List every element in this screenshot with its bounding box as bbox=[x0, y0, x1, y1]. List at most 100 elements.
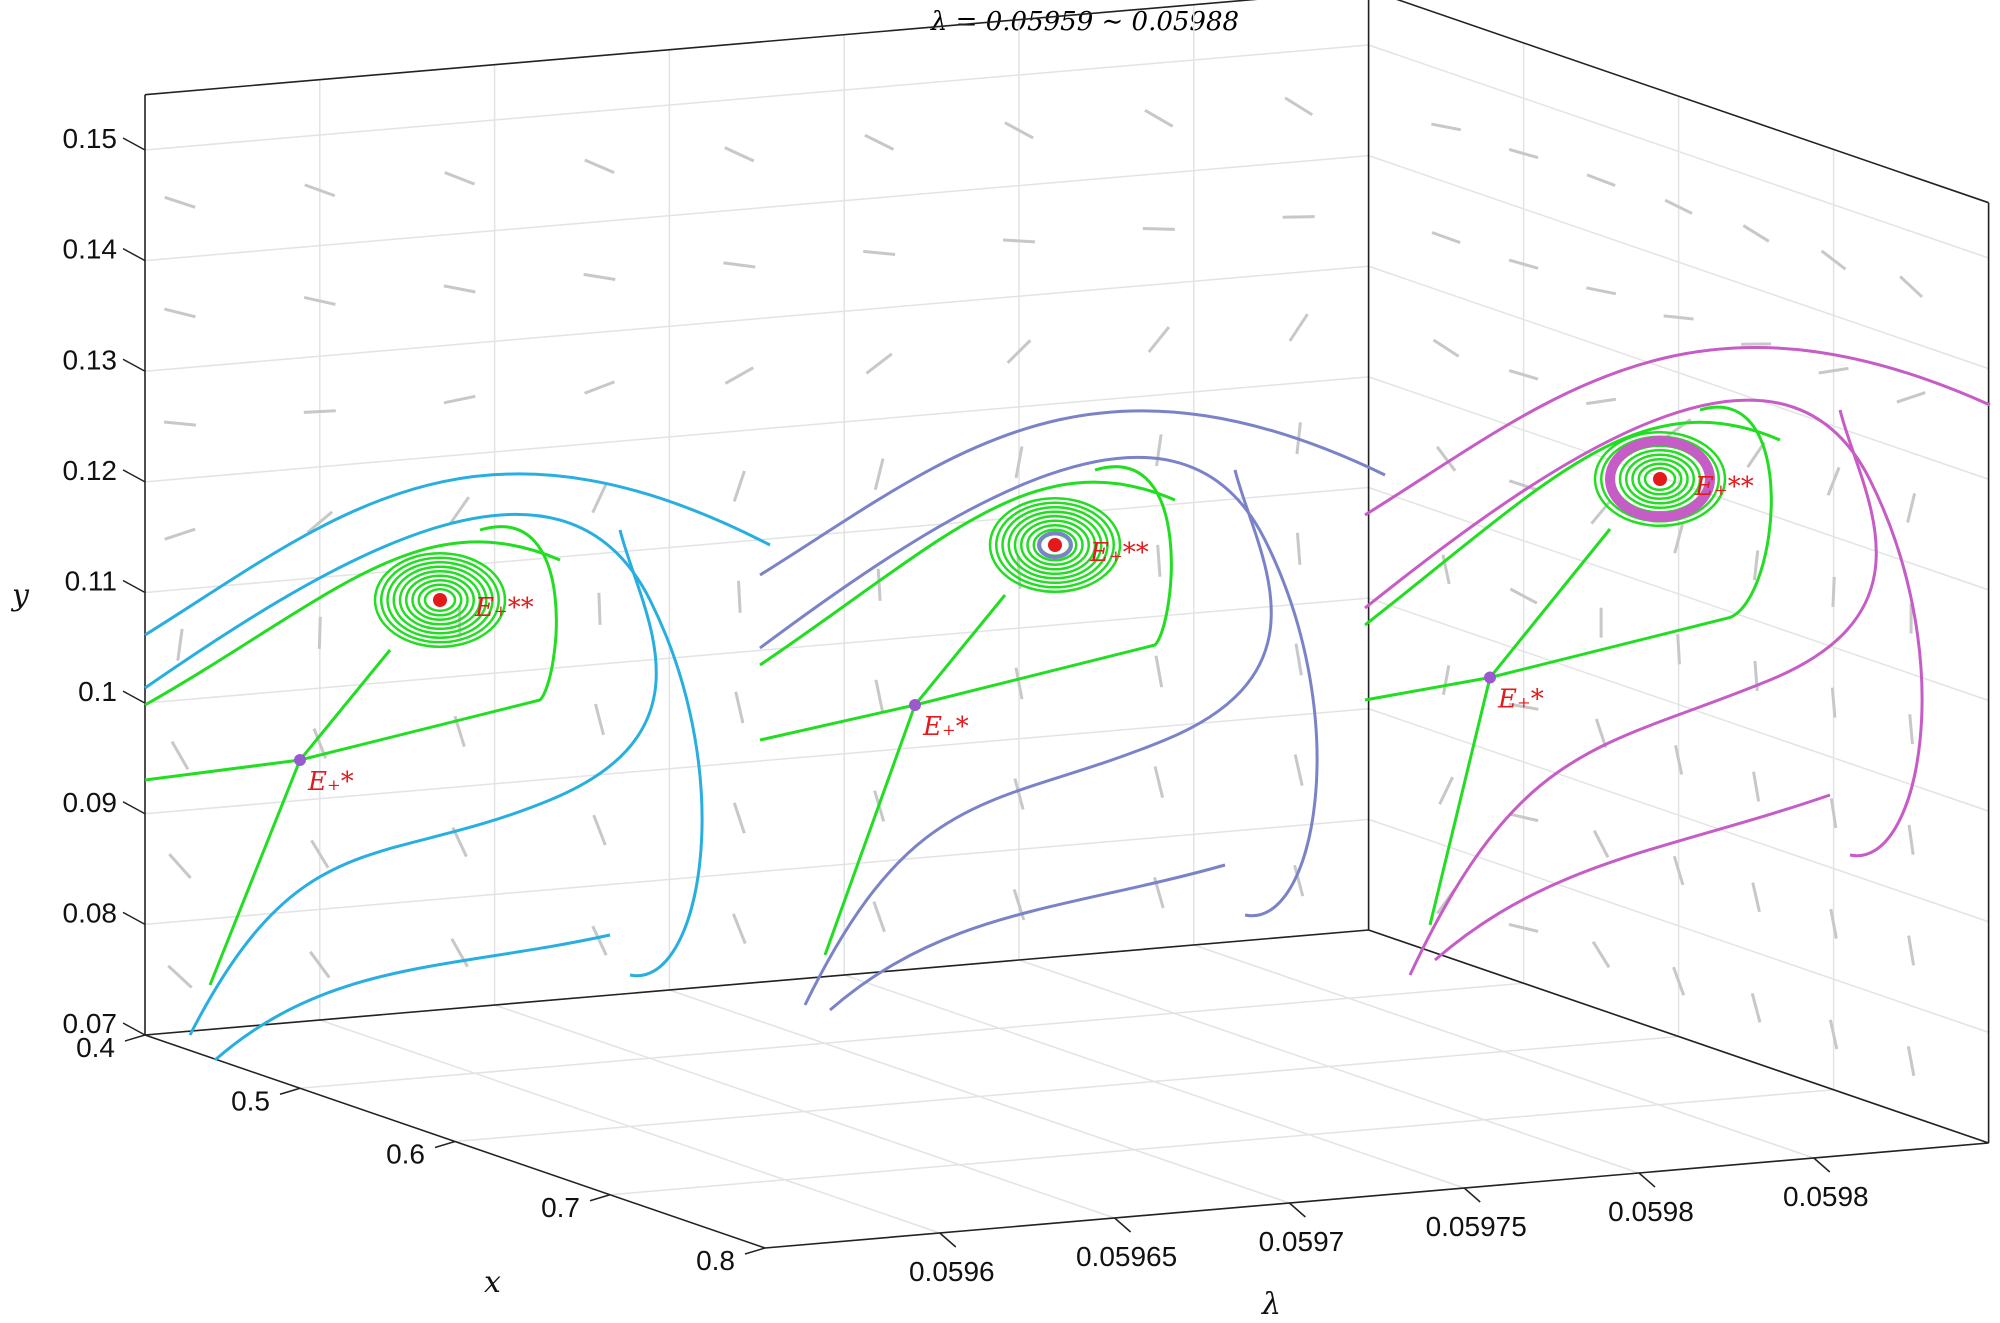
separatrix-horizontal bbox=[1364, 405, 1773, 702]
field-arrow bbox=[1663, 314, 1694, 321]
focus-label: E₊** bbox=[1694, 472, 1754, 502]
field-arrow bbox=[1664, 198, 1693, 215]
field-arrow bbox=[1592, 829, 1610, 858]
grid bbox=[144, 0, 1990, 1249]
separatrix-vertical bbox=[1428, 528, 1612, 926]
field-arrow bbox=[1441, 554, 1451, 585]
x-tick bbox=[434, 1140, 456, 1149]
field-arrow bbox=[1586, 173, 1616, 187]
trajectory-outer bbox=[1364, 346, 1991, 517]
gridline bbox=[144, 44, 1369, 151]
field-arrow bbox=[1508, 369, 1539, 381]
field-arrow bbox=[1002, 238, 1036, 244]
focus-spiral bbox=[405, 574, 475, 626]
trajectory-loop bbox=[144, 512, 704, 978]
lambda-tick-label: 0.0598 bbox=[1608, 1196, 1694, 1227]
field-arrow bbox=[594, 703, 605, 736]
field-arrow bbox=[597, 592, 602, 625]
y-tick bbox=[122, 579, 146, 594]
field-arrow bbox=[1907, 935, 1916, 966]
lambda-tick bbox=[1638, 1172, 1656, 1188]
focus-spiral bbox=[417, 583, 463, 617]
field-arrow bbox=[1155, 434, 1163, 467]
field-arrow bbox=[731, 913, 747, 945]
field-arrow bbox=[1295, 532, 1302, 565]
saddle-point bbox=[909, 699, 921, 711]
field-arrow bbox=[591, 925, 608, 956]
field-arrow bbox=[1147, 326, 1171, 353]
field-arrow bbox=[1591, 941, 1611, 969]
field-arrow bbox=[1441, 665, 1451, 696]
field-arrow bbox=[304, 183, 336, 198]
lambda-tick-label: 0.0598 bbox=[1783, 1181, 1869, 1212]
y-tick bbox=[122, 358, 146, 372]
trajectory-outer bbox=[144, 472, 771, 637]
y-tick-label: 0.07 bbox=[63, 1008, 118, 1039]
field-arrow bbox=[1896, 391, 1926, 404]
focus-spiral bbox=[1020, 519, 1090, 571]
field-arrow bbox=[724, 366, 754, 385]
gridline bbox=[299, 982, 1524, 1089]
focus-spiral bbox=[988, 496, 1122, 594]
field-arrow bbox=[1432, 338, 1460, 358]
field-arrow bbox=[1831, 576, 1836, 607]
trajectory-loop bbox=[759, 455, 1319, 918]
field-arrow bbox=[1586, 397, 1617, 406]
trajectory-loop bbox=[1364, 398, 1924, 858]
focus-spiral bbox=[373, 551, 507, 649]
lambda-tick-label: 0.0597 bbox=[1259, 1226, 1345, 1257]
y-tick-label: 0.15 bbox=[63, 123, 118, 154]
saddle-point bbox=[294, 754, 306, 766]
lambda-tick bbox=[1463, 1187, 1481, 1203]
y-tick bbox=[122, 690, 146, 704]
separatrix-vertical bbox=[208, 649, 392, 986]
field-arrow bbox=[1142, 227, 1175, 231]
saddle-label: E₊* bbox=[1497, 685, 1544, 715]
field-arrow bbox=[1908, 714, 1914, 745]
separatrix-horizontal bbox=[759, 465, 1173, 742]
field-arrow bbox=[1013, 778, 1025, 810]
chart-title: λ = 0.05959 ∼ 0.05988 bbox=[930, 7, 1239, 37]
separatrix-upper bbox=[1364, 420, 1781, 627]
axis-edge bbox=[144, 929, 1369, 1036]
field-arrow bbox=[1818, 366, 1849, 375]
field-arrow bbox=[1676, 634, 1681, 665]
field-arrow bbox=[863, 249, 896, 256]
field-arrow bbox=[583, 380, 615, 395]
field-arrow bbox=[1906, 493, 1917, 523]
field-arrow bbox=[303, 409, 336, 414]
y-tick bbox=[122, 1022, 146, 1036]
separatrix-upper bbox=[759, 480, 1176, 667]
lambda-tick-label: 0.05975 bbox=[1426, 1211, 1527, 1242]
y-tick bbox=[122, 469, 146, 483]
gridline bbox=[144, 265, 1369, 372]
field-arrow bbox=[724, 146, 755, 163]
field-arrow bbox=[1672, 855, 1685, 886]
gridline bbox=[144, 597, 1369, 704]
field-arrow bbox=[1014, 446, 1024, 479]
field-arrow bbox=[873, 458, 885, 491]
limit-cycle bbox=[1605, 436, 1715, 522]
x-tick bbox=[744, 1247, 766, 1255]
gridline bbox=[144, 376, 1369, 483]
field-arrow bbox=[1674, 744, 1684, 775]
field-arrow bbox=[163, 420, 197, 427]
focus-spiral bbox=[1625, 453, 1695, 505]
saddle-label: E₊* bbox=[307, 767, 354, 797]
panel-2 bbox=[759, 409, 1386, 1012]
focus-spiral bbox=[423, 587, 457, 613]
field-arrow bbox=[443, 284, 476, 294]
field-arrow bbox=[591, 483, 608, 514]
field-arrow bbox=[310, 839, 330, 869]
field-arrow bbox=[444, 171, 476, 186]
trajectories bbox=[144, 346, 1991, 1062]
field-arrow bbox=[449, 496, 471, 525]
focus-spiral bbox=[1643, 466, 1677, 492]
lambda-tick-label: 0.05965 bbox=[1076, 1241, 1177, 1272]
field-arrow bbox=[1508, 702, 1539, 711]
field-arrow bbox=[164, 195, 196, 209]
field-arrow bbox=[164, 527, 196, 541]
field-arrow bbox=[450, 938, 469, 968]
axes-box bbox=[144, 0, 1990, 1249]
